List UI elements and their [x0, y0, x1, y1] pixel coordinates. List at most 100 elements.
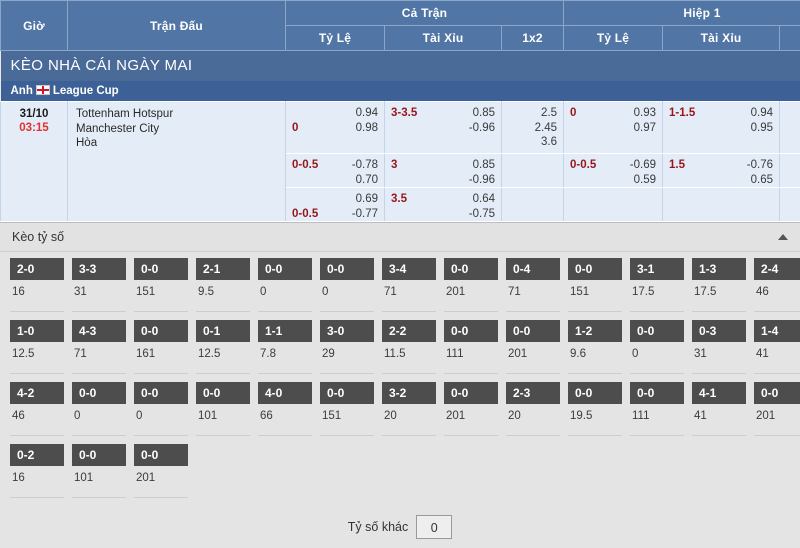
odd-value: 2.45	[508, 121, 557, 136]
correct-score-label: 3-2	[382, 382, 436, 404]
odd-h1-handicap-3[interactable]	[564, 188, 663, 222]
odd-value: 2.5	[508, 106, 557, 121]
correct-score-odd: 111	[630, 404, 684, 422]
correct-score-label: 2-2	[382, 320, 436, 342]
col-header-h1-overunder: Tài Xỉu	[663, 26, 780, 51]
correct-score-odd: 151	[134, 280, 188, 298]
odd-h1-1x2-3[interactable]	[780, 188, 800, 222]
correct-score-label: 2-0	[10, 258, 64, 280]
correct-score-odd: 31	[72, 280, 126, 298]
odd-ft-1x2-3[interactable]	[502, 188, 564, 222]
correct-score-label: 0-0	[134, 258, 188, 280]
team-draw: Hòa	[76, 136, 285, 151]
correct-score-label: 0-1	[196, 320, 250, 342]
handicap-line: 3	[391, 158, 397, 173]
correct-score-label: 0-0	[568, 382, 622, 404]
odd-h1-overunder-3[interactable]	[663, 188, 780, 222]
odd-value: 0.98	[292, 121, 378, 136]
caret-up-icon[interactable]	[778, 234, 788, 240]
correct-score-label: 1-3	[692, 258, 746, 280]
correct-score-label: 0-0	[568, 258, 622, 280]
odd-value: 2.82	[786, 106, 800, 121]
correct-score-odd: 101	[72, 466, 126, 484]
col-group-fulltime: Cả Trận	[286, 1, 564, 26]
odd-h1-1x2-1[interactable]: 2.822.982.44	[780, 102, 800, 154]
match-row-1: 31/10 03:15 Tottenham Hotspur Manchester…	[1, 102, 800, 154]
odd-ft-1x2-2[interactable]	[502, 154, 564, 188]
correct-score-label: 1-2	[568, 320, 622, 342]
correct-score-odd: 101	[196, 404, 250, 422]
other-score-value[interactable]: 0	[416, 515, 452, 539]
match-time-cell: 31/10 03:15	[1, 102, 68, 222]
handicap-line: 0	[292, 121, 298, 136]
correct-score-header[interactable]: Kèo tỷ số	[0, 222, 800, 252]
correct-score-odd: 19.5	[568, 404, 622, 422]
odd-value: 0.94	[292, 106, 378, 121]
odd-value: 3.6	[508, 135, 557, 150]
odd-h1-1x2-2[interactable]	[780, 154, 800, 188]
correct-score-label: 0-4	[506, 258, 560, 280]
match-teams-cell[interactable]: Tottenham Hotspur Manchester City Hòa	[68, 102, 286, 222]
col-header-match: Trận Đấu	[68, 1, 286, 51]
correct-score-label: 3-1	[630, 258, 684, 280]
other-score-footer: Tỷ số khác 0	[0, 506, 800, 548]
